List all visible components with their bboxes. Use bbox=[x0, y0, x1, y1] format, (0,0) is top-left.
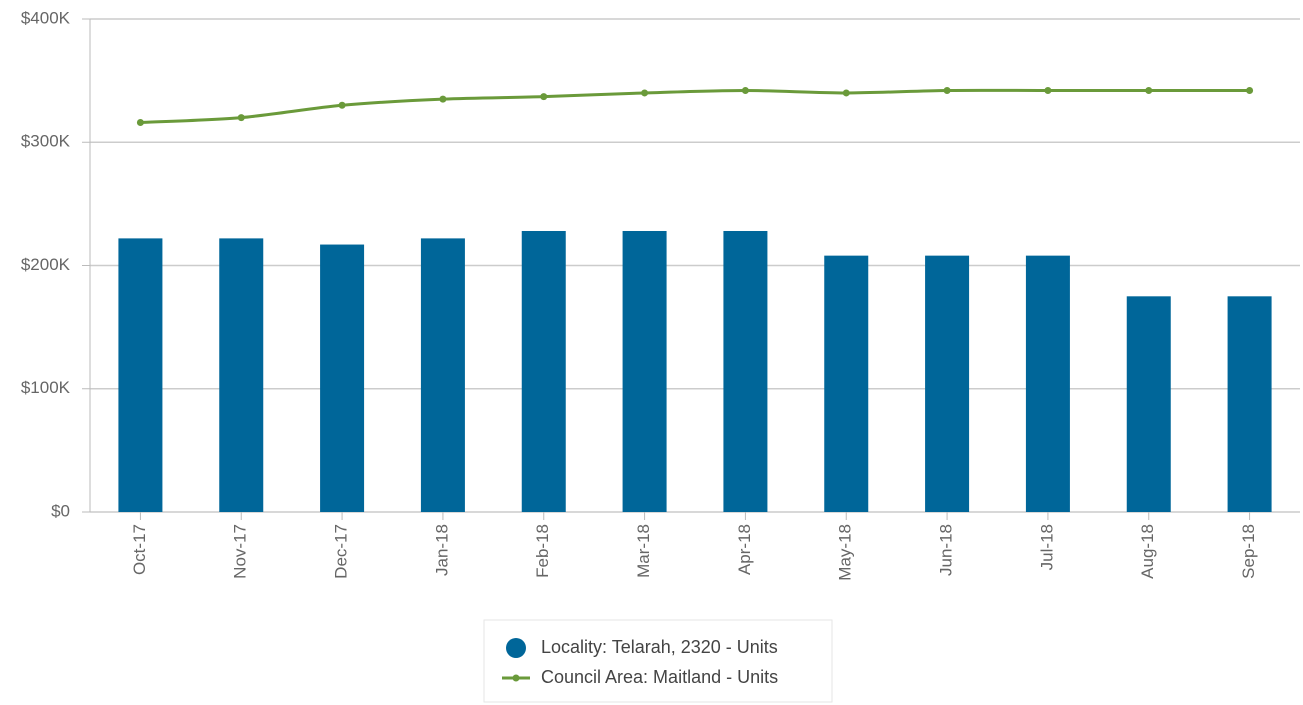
line-point bbox=[439, 95, 447, 103]
bar bbox=[1025, 255, 1070, 512]
bar bbox=[320, 244, 365, 513]
x-tick-label: Jan-18 bbox=[432, 524, 451, 576]
bar bbox=[1227, 296, 1272, 512]
x-tick-label: Sep-18 bbox=[1239, 524, 1258, 579]
line-point bbox=[1246, 86, 1254, 94]
line-point bbox=[741, 86, 749, 94]
bar bbox=[824, 255, 869, 512]
legend-label: Council Area: Maitland - Units bbox=[541, 667, 778, 687]
bar bbox=[118, 238, 163, 512]
x-tick-label: Mar-18 bbox=[634, 524, 653, 578]
line-point bbox=[943, 86, 951, 94]
y-tick-label: $100K bbox=[21, 378, 71, 397]
legend: Locality: Telarah, 2320 - Units Council A… bbox=[483, 619, 833, 703]
x-tick-label: Nov-17 bbox=[231, 524, 250, 579]
legend-box bbox=[483, 619, 833, 703]
bar bbox=[723, 230, 768, 513]
x-tick-label: Apr-18 bbox=[735, 524, 754, 575]
bar bbox=[219, 238, 264, 512]
bar bbox=[622, 230, 667, 513]
x-tick-label: Feb-18 bbox=[533, 524, 552, 578]
x-tick-label: Jul-18 bbox=[1037, 524, 1056, 570]
line-point bbox=[136, 119, 144, 127]
bar bbox=[420, 238, 465, 512]
line-point bbox=[338, 101, 346, 109]
x-tick-label: May-18 bbox=[836, 524, 855, 581]
bar bbox=[1126, 296, 1171, 512]
x-tick-label: Aug-18 bbox=[1138, 524, 1157, 579]
line-point bbox=[842, 89, 850, 97]
line-point bbox=[540, 93, 548, 101]
line-point bbox=[1044, 86, 1052, 94]
y-tick-label: $400K bbox=[21, 8, 71, 27]
x-tick-label: Oct-17 bbox=[130, 524, 149, 575]
legend-label: Locality: Telarah, 2320 - Units bbox=[541, 637, 778, 657]
x-tick-label: Dec-17 bbox=[332, 524, 351, 579]
y-tick-label: $0 bbox=[51, 501, 70, 520]
legend-marker bbox=[512, 674, 520, 682]
y-tick-label: $200K bbox=[21, 255, 71, 274]
line-point bbox=[1145, 86, 1153, 94]
line-point bbox=[641, 89, 649, 97]
line bbox=[140, 88, 1250, 125]
legend-marker bbox=[506, 638, 526, 658]
y-tick-label: $300K bbox=[21, 132, 71, 151]
x-tick-label: Jun-18 bbox=[937, 524, 956, 576]
bar bbox=[521, 230, 566, 513]
bar bbox=[925, 255, 970, 512]
line-point bbox=[237, 114, 245, 122]
